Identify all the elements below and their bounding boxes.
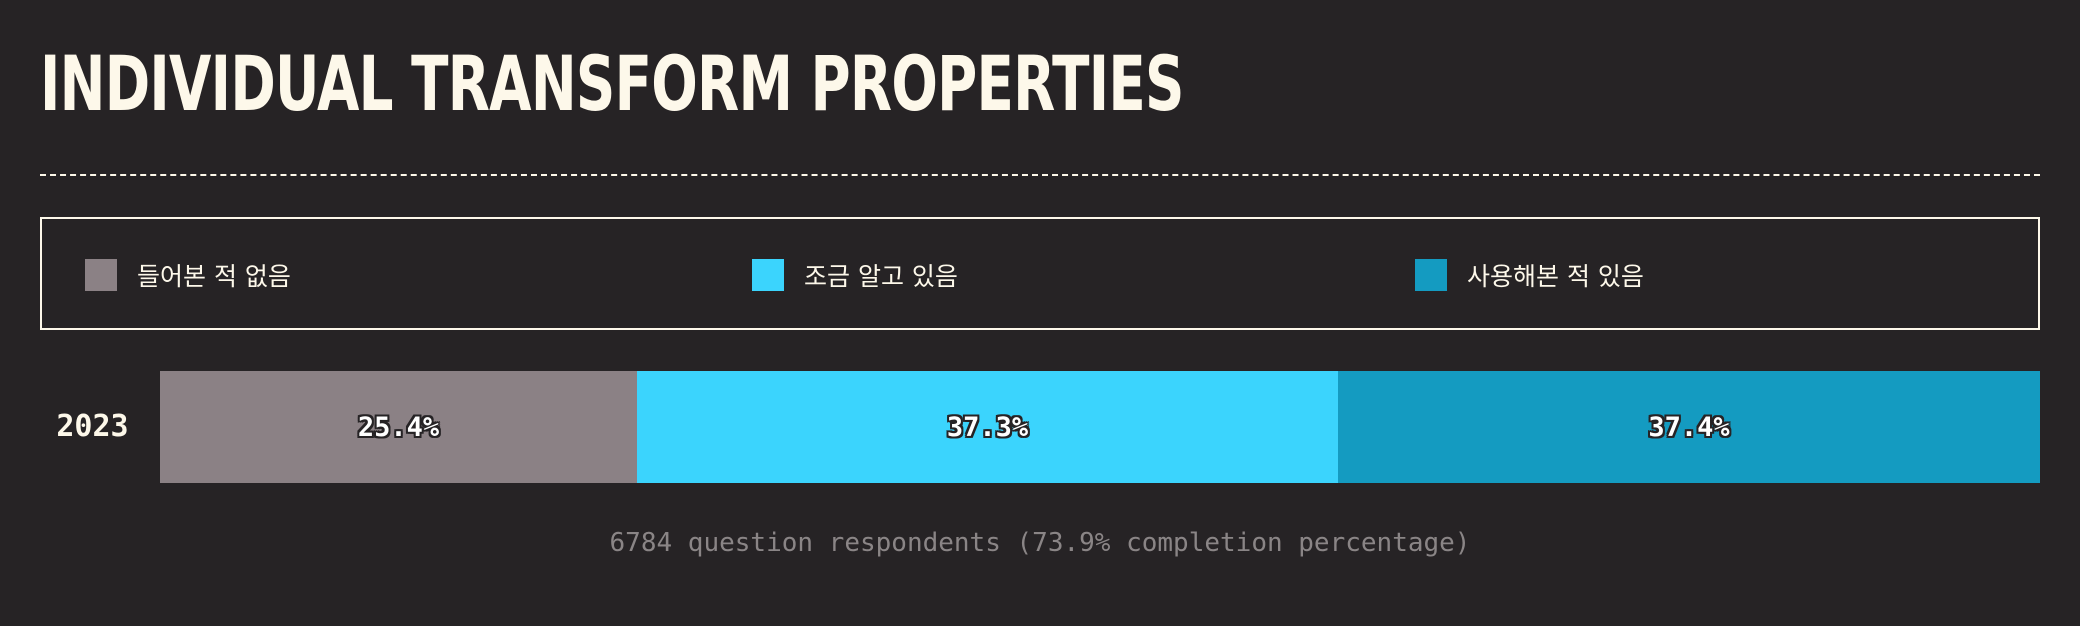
legend-item-never-heard[interactable]: 들어본 적 없음 [85, 259, 291, 291]
bar-value-label: 37.4% [1648, 411, 1730, 443]
bar-segment-have-used[interactable]: 37.4% [1338, 371, 2040, 483]
legend-swatch-have-used [1415, 259, 1447, 291]
respondents-footnote: 6784 question respondents (73.9% complet… [609, 528, 1471, 558]
legend-swatch-know-a-little [752, 259, 784, 291]
bar-segment-know-a-little[interactable]: 37.3% [637, 371, 1338, 483]
title-divider [40, 174, 2040, 176]
bar-value-label: 25.4% [357, 411, 440, 443]
legend-label: 사용해본 적 있음 [1467, 262, 1644, 291]
bar-segment-never-heard[interactable]: 25.4% [160, 371, 637, 483]
legend: 들어본 적 없음 조금 알고 있음 사용해본 적 있음 [40, 217, 2040, 330]
category-label: 2023 [56, 409, 129, 444]
bar-value-label: 37.3% [946, 411, 1029, 443]
legend-item-know-a-little[interactable]: 조금 알고 있음 [752, 259, 958, 291]
legend-label: 조금 알고 있음 [804, 262, 958, 291]
legend-swatch-never-heard [85, 259, 117, 291]
stacked-bar: 25.4% 37.3% 37.4% [160, 371, 2040, 483]
legend-item-have-used[interactable]: 사용해본 적 있음 [1415, 259, 1644, 291]
legend-label: 들어본 적 없음 [137, 262, 291, 291]
chart-title: INDIVIDUAL TRANSFORM PROPERTIES [40, 39, 1184, 128]
